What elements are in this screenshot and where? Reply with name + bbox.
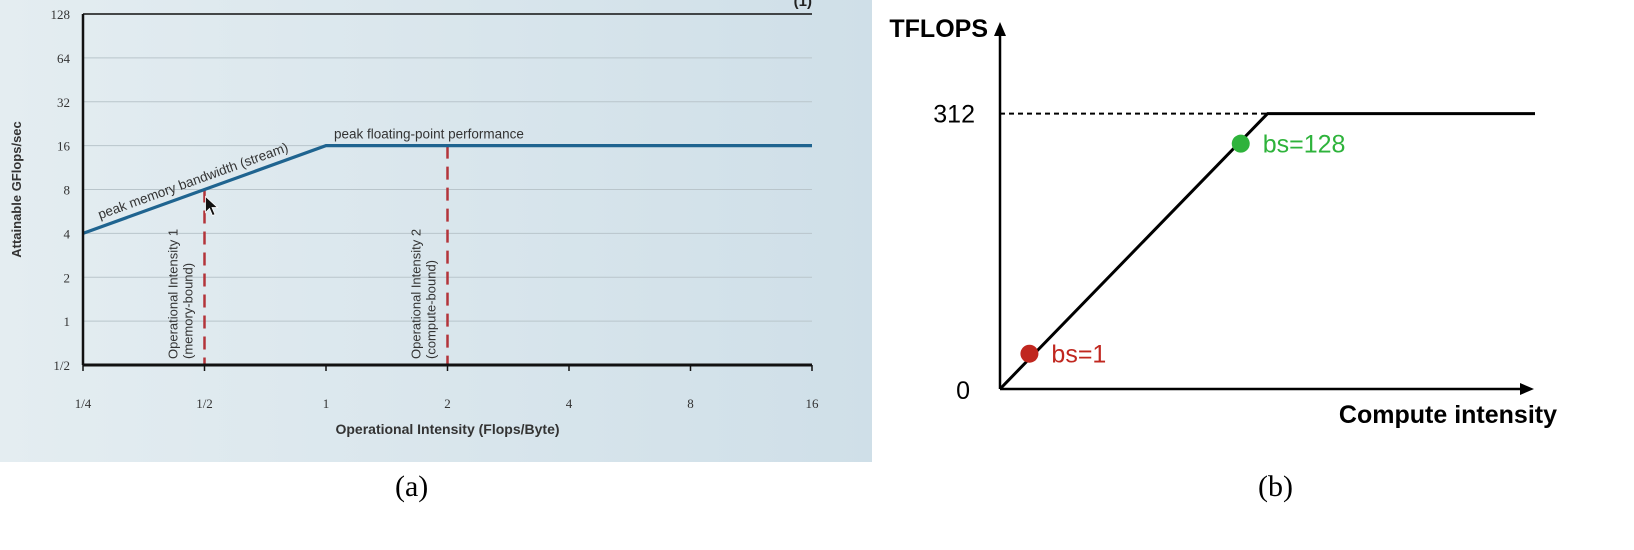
batch-point-label: bs=128	[1263, 131, 1346, 159]
caption-b: (b)	[1258, 470, 1293, 503]
intensity-marker-label: Operational Intensity 2(compute-bound)	[409, 229, 439, 359]
x-tick-label: 16	[806, 396, 820, 411]
origin-label: 0	[956, 377, 970, 405]
x-tick-label: 1/2	[196, 396, 213, 411]
x-axis-label: Compute intensity	[1339, 401, 1557, 429]
x-tick-label: 1	[323, 396, 330, 411]
roofline	[998, 112, 1535, 391]
y-tick-label: 128	[51, 7, 71, 22]
memory-bandwidth-label: peak memory bandwidth (stream)	[96, 140, 290, 222]
x-tick-label: 8	[687, 396, 694, 411]
batch-point	[1231, 134, 1250, 153]
y-tick-label: 16	[57, 139, 71, 154]
x-tick-label: 1/4	[75, 396, 92, 411]
y-tick-label: 2	[64, 270, 71, 285]
mouse-cursor-icon	[205, 195, 219, 217]
y-tick-label: 32	[57, 95, 70, 110]
compute-peak-label: peak floating-point performance	[334, 127, 524, 142]
peak-value-label: 312	[933, 101, 975, 129]
roofline	[82, 144, 812, 235]
y-axis-label: TFLOPS	[889, 15, 988, 43]
x-axis-label: Operational Intensity (Flops/Byte)	[335, 421, 559, 437]
corner-mark: (1)	[794, 0, 812, 10]
roofline-chart-b: bs=1bs=128 TFLOPS Compute intensity 312 …	[889, 15, 1557, 429]
tick-labels: 1/2 1 2 4 8 16 32 64 128 1/4 1/2 1 2 4 8 16	[51, 7, 820, 411]
y-tick-label: 4	[64, 226, 71, 241]
y-tick-label: 1	[64, 314, 71, 329]
x-tick-label: 4	[566, 396, 573, 411]
y-tick-label: 64	[57, 51, 71, 66]
x-axis-arrow-icon	[1520, 383, 1534, 395]
intensity-marker-label: Operational Intensity 1(memory-bound)	[166, 229, 196, 359]
y-axis-arrow-icon	[994, 22, 1006, 36]
chart-a-background	[0, 0, 872, 462]
y-axis-label: Attainable GFlops/sec	[9, 121, 24, 258]
intensity-markers: Operational Intensity 1(memory-bound) Ope…	[166, 145, 449, 365]
batch-point	[1020, 344, 1039, 363]
y-tick-label: 8	[64, 183, 71, 198]
caption-a: (a)	[395, 470, 429, 503]
batch-points: bs=1 bs=128	[1020, 131, 1345, 369]
x-tick-label: 2	[444, 396, 451, 411]
batch-point-label: bs=1	[1051, 341, 1106, 369]
y-tick-label: 1/2	[53, 358, 70, 373]
roofline-chart-a: 1/2 1 2 4 8 16 32 64 128 1/4 1/2 1 2 4 8 16 Operational…	[9, 0, 819, 437]
